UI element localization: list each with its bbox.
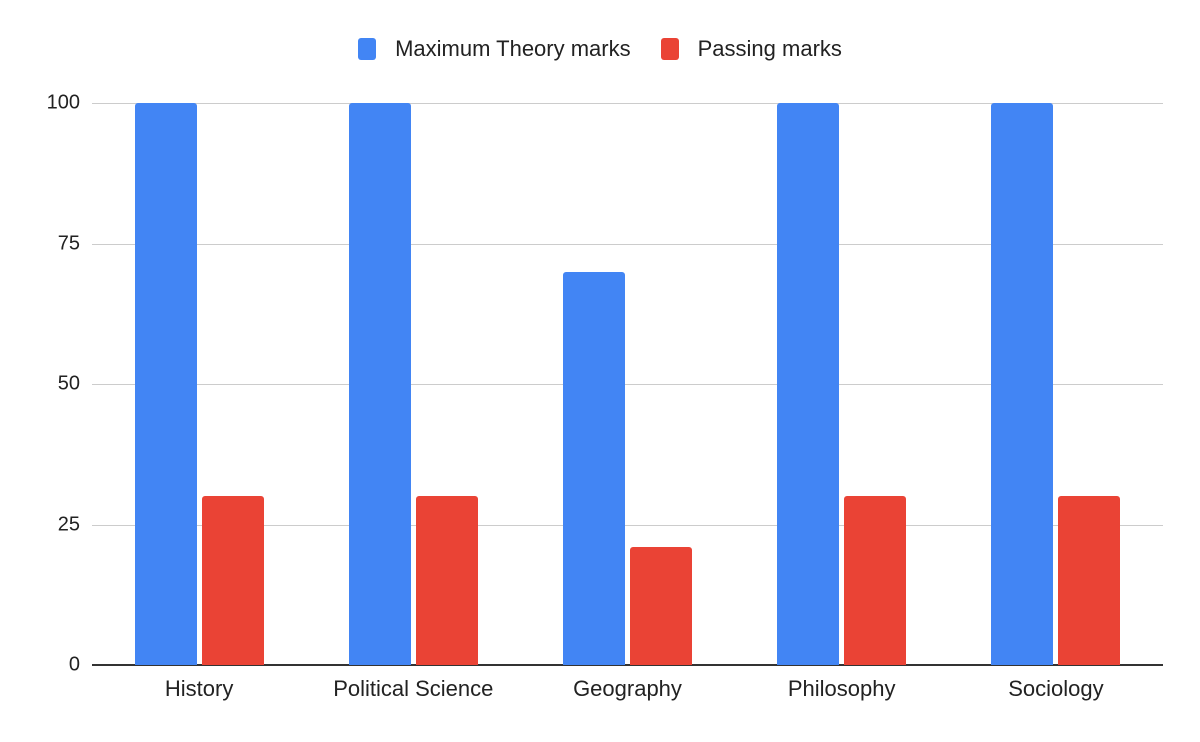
plot-area	[92, 103, 1163, 666]
y-tick-label: 25	[57, 513, 80, 535]
gridline	[92, 384, 1163, 385]
bar-geography-maximum-theory-marks[interactable]	[563, 271, 625, 665]
bar-geography-passing-marks[interactable]	[630, 546, 692, 665]
bar-sociology-maximum-theory-marks[interactable]	[991, 103, 1054, 665]
bar-sociology-passing-marks[interactable]	[1058, 496, 1121, 665]
x-tick-label: History	[164, 676, 234, 701]
legend-label: Maximum Theory marks	[395, 36, 631, 61]
bar-philosophy-passing-marks[interactable]	[844, 496, 907, 665]
gridline	[92, 243, 1163, 245]
y-tick-label: 50	[57, 372, 80, 395]
gridline	[92, 103, 1163, 104]
y-tick-label: 100	[46, 91, 80, 114]
bar-history-passing-marks[interactable]	[201, 496, 264, 665]
bar-philosophy-maximum-theory-marks[interactable]	[777, 103, 840, 665]
x-tick-label: Political Science	[333, 676, 494, 701]
x-tick-label: Philosophy	[787, 676, 896, 701]
legend-item-maximum-theory-marks[interactable]: Maximum Theory marks	[358, 36, 631, 62]
bar-political-science-maximum-theory-marks[interactable]	[348, 103, 411, 665]
legend-swatch-red	[660, 38, 679, 60]
legend-item-passing-marks[interactable]: Passing marks	[660, 36, 842, 62]
y-tick-label: 75	[57, 232, 80, 254]
y-tick-label: 0	[68, 653, 80, 676]
legend-swatch-blue	[358, 38, 377, 60]
x-tick-label: Geography	[573, 676, 682, 701]
x-tick-label: Sociology	[1008, 676, 1104, 701]
legend-label: Passing marks	[697, 36, 842, 61]
gridline	[92, 524, 1163, 526]
bar-history-maximum-theory-marks[interactable]	[134, 103, 197, 665]
bar-political-science-passing-marks[interactable]	[415, 496, 478, 665]
chart-legend: Maximum Theory marks Passing marks	[0, 36, 1200, 62]
x-axis-baseline	[92, 664, 1163, 666]
